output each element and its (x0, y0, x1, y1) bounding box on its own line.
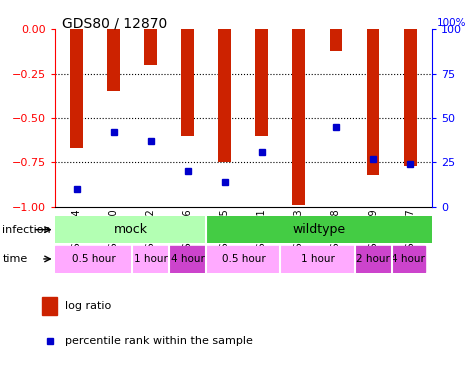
Bar (181, 29, 194, 136)
Text: GDS80 / 12870: GDS80 / 12870 (62, 16, 167, 30)
Bar (107, 29, 120, 92)
Bar (367, 29, 380, 175)
Text: wildtype: wildtype (293, 223, 346, 236)
Text: 1 hour: 1 hour (134, 254, 168, 264)
Text: infection: infection (2, 225, 51, 235)
Bar (170, 246, 207, 272)
Bar (404, 29, 417, 166)
Text: time: time (2, 254, 28, 264)
Text: 4 hour: 4 hour (171, 254, 205, 264)
Bar (55, 246, 133, 272)
Bar (207, 246, 280, 272)
Bar (256, 29, 268, 136)
Bar (133, 246, 170, 272)
Bar (55, 216, 207, 243)
Bar (218, 29, 231, 163)
Bar (207, 216, 432, 243)
Bar (330, 29, 342, 51)
Text: log ratio: log ratio (65, 301, 112, 311)
Text: percentile rank within the sample: percentile rank within the sample (65, 336, 253, 346)
Text: 2 hour: 2 hour (356, 254, 390, 264)
Bar (354, 246, 391, 272)
Text: 100%: 100% (437, 18, 466, 28)
Text: 0.5 hour: 0.5 hour (221, 254, 266, 264)
Text: 0.5 hour: 0.5 hour (72, 254, 115, 264)
Bar (293, 29, 305, 205)
Bar (144, 29, 157, 65)
Bar (42, 297, 57, 315)
Bar (280, 246, 354, 272)
Text: mock: mock (114, 223, 148, 236)
Bar (70, 29, 83, 148)
Text: 1 hour: 1 hour (301, 254, 334, 264)
Bar (391, 246, 425, 272)
Text: 4 hour: 4 hour (391, 254, 425, 264)
